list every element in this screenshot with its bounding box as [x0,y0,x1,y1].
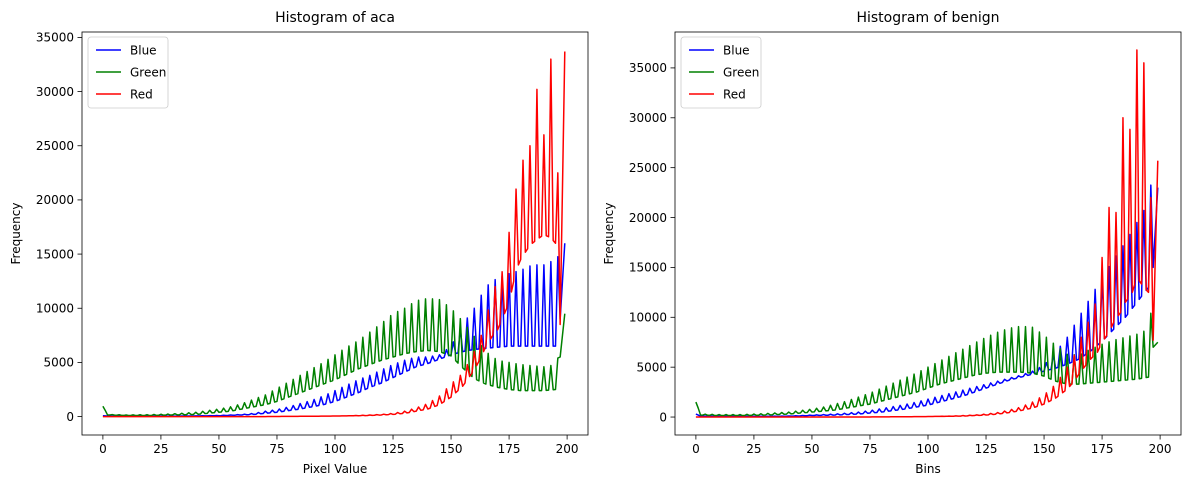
y-tick-label: 5000 [636,360,667,374]
series-group [102,51,566,418]
y-axis-label: Frequency [602,203,616,265]
y-tick-label: 25000 [36,139,74,153]
y-tick-label: 30000 [629,111,667,125]
legend-label-blue: Blue [723,43,750,57]
y-tick-label: 10000 [36,302,74,316]
y-tick-label: 35000 [36,31,74,45]
x-tick-label: 75 [269,442,284,456]
x-tick-label: 125 [975,442,998,456]
chart-title: Histogram of aca [275,10,395,26]
y-tick-label: 0 [66,410,74,424]
series-line-green [695,312,1159,417]
chart-panel-1: 0 25 50 75 100 125 150 175 200 0 5000 10000 15000 200… [9,10,589,476]
y-tick-label: 0 [659,410,667,424]
series-group [695,49,1159,418]
x-tick-label: 100 [917,442,940,456]
series-line-blue [102,243,566,417]
x-axis-label: Pixel Value [303,462,368,476]
legend-label-blue: Blue [130,43,157,57]
x-tick-label: 25 [746,442,761,456]
series-line-red [102,51,566,418]
x-tick-label: 150 [440,442,463,456]
legend-label-green: Green [130,65,166,79]
chart-panel-2: 0 25 50 75 100 125 150 175 200 0 5000 10000 15000 200… [602,10,1182,476]
x-tick-label: 25 [153,442,168,456]
x-tick-label: 175 [1091,442,1114,456]
x-tick-label: 50 [211,442,226,456]
x-tick-label: 175 [498,442,521,456]
x-tick-label: 200 [556,442,579,456]
y-tick-label: 25000 [629,161,667,175]
series-line-red [695,49,1159,418]
x-tick-label: 125 [382,442,405,456]
x-tick-label: 75 [862,442,877,456]
x-axis-label: Bins [915,462,940,476]
series-line-green [102,298,566,417]
y-tick-label: 5000 [43,356,74,370]
x-tick-label: 0 [692,442,700,456]
x-tick-label: 200 [1149,442,1172,456]
x-tick-label: 150 [1033,442,1056,456]
y-tick-label: 15000 [629,261,667,275]
y-tick-label: 15000 [36,247,74,261]
x-tick-label: 100 [324,442,347,456]
x-tick-label: 0 [99,442,107,456]
y-tick-label: 20000 [629,211,667,225]
x-tick-label: 50 [804,442,819,456]
legend: Blue Green Red [87,36,169,109]
legend-box [680,36,762,109]
legend-label-green: Green [723,65,759,79]
y-tick-label: 35000 [629,61,667,75]
y-tick-label: 30000 [36,85,74,99]
legend: Blue Green Red [680,36,762,109]
chart-title: Histogram of benign [856,10,999,26]
legend-label-red: Red [723,87,746,101]
y-tick-label: 10000 [629,311,667,325]
legend-box [87,36,169,109]
y-axis-label: Frequency [9,203,23,265]
legend-label-red: Red [130,87,153,101]
y-tick-label: 20000 [36,193,74,207]
